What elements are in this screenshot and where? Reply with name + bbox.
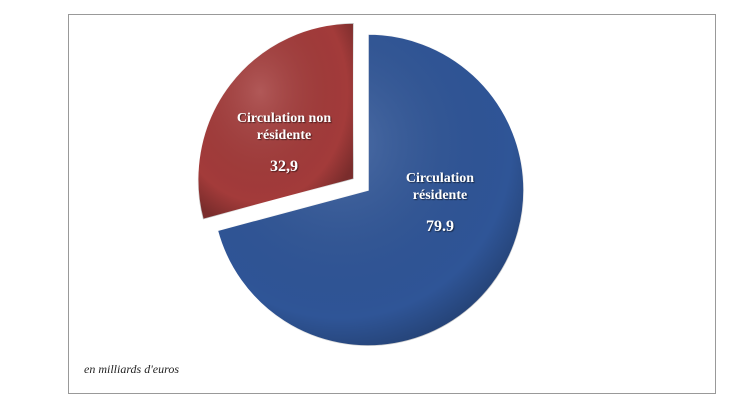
value-label: 79.9 <box>426 218 454 235</box>
value-label: 32,9 <box>270 158 298 175</box>
slice-label: Circulation non résidente <box>236 111 332 143</box>
slice-label: Circulation résidente <box>405 171 475 203</box>
annotation: en milliards d'euros <box>84 362 180 376</box>
